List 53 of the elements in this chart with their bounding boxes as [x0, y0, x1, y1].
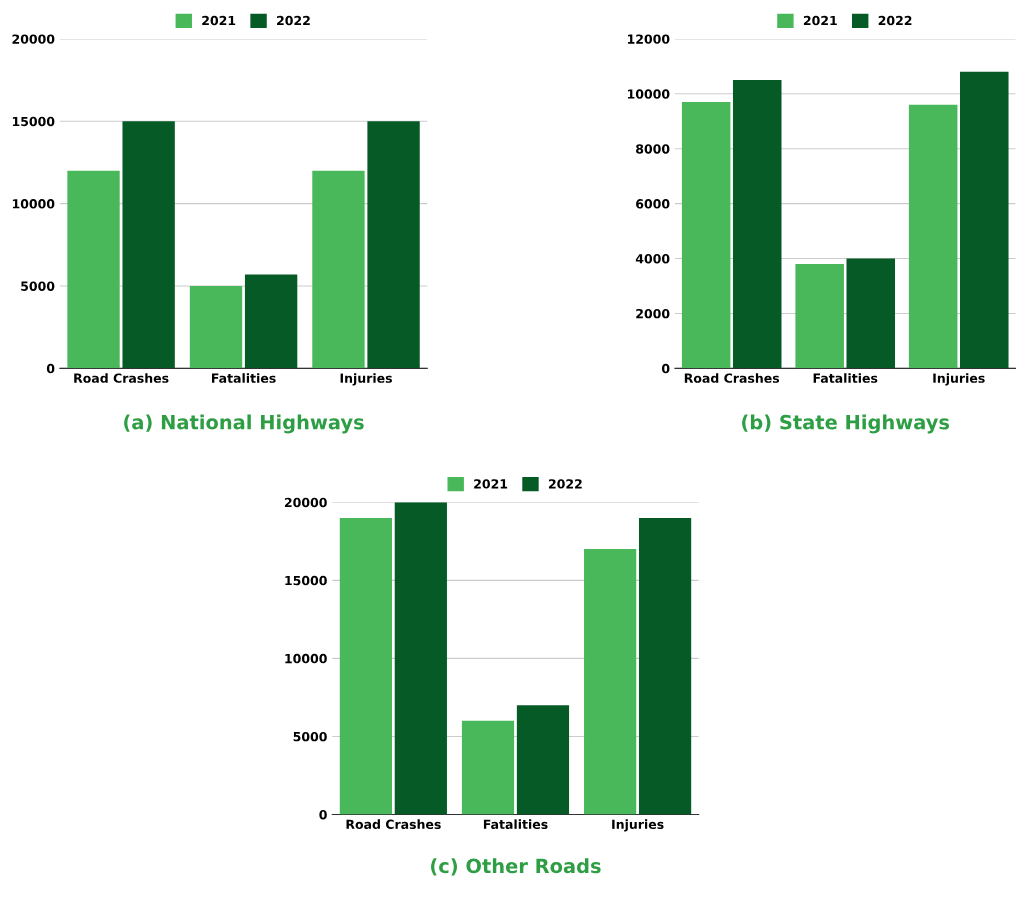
- x-tick-label: Fatalities: [483, 819, 548, 830]
- y-tick-label: 0: [661, 363, 670, 374]
- y-tick-label: 10000: [627, 89, 670, 99]
- legend-label: 2021: [803, 15, 837, 26]
- bar: [795, 264, 844, 369]
- bar: [681, 102, 731, 369]
- bar: [516, 705, 570, 815]
- y-tick-label: 15000: [285, 575, 327, 586]
- x-tick-label: Road Crashes: [74, 373, 169, 383]
- y-tick-label: 4000: [635, 254, 670, 264]
- bar: [908, 104, 958, 369]
- bar: [367, 121, 420, 369]
- bar: [846, 258, 896, 369]
- text: (a) National Highways: [124, 414, 364, 434]
- x-tick-label: Injuries: [933, 373, 985, 386]
- bar: [67, 170, 120, 369]
- bar: [312, 170, 365, 369]
- y-tick-label: 0: [319, 809, 327, 820]
- y-tick-label: 12000: [627, 34, 670, 44]
- x-tick-label: Fatalities: [813, 373, 878, 383]
- y-tick-label: 15000: [12, 116, 55, 127]
- y-tick-label: 0: [46, 363, 55, 374]
- y-tick-label: 5000: [293, 731, 327, 742]
- y-tick-label: 5000: [21, 281, 55, 291]
- bar: [638, 517, 692, 815]
- y-tick-label: 6000: [636, 199, 670, 209]
- bar: [189, 285, 243, 369]
- text: (b) State Highways: [742, 414, 950, 434]
- x-tick-label: Road Crashes: [346, 819, 441, 830]
- y-tick-label: 2000: [636, 308, 670, 319]
- legend-label: 2021: [202, 15, 236, 26]
- bar: [122, 121, 175, 369]
- y-tick-label: 20000: [284, 497, 327, 508]
- legend-label: 2021: [474, 479, 508, 489]
- x-tick-label: Injuries: [340, 373, 392, 386]
- x-tick-label: Road Crashes: [684, 373, 780, 383]
- legend-label: 2022: [548, 479, 582, 489]
- y-tick-label: 8000: [636, 144, 670, 154]
- x-tick-label: Fatalities: [212, 373, 276, 383]
- legend-label: 2022: [277, 15, 310, 26]
- bar: [584, 549, 637, 815]
- bar: [394, 502, 447, 815]
- bar: [339, 517, 392, 815]
- text: (c) Other Roads: [431, 858, 601, 876]
- bar: [960, 71, 1009, 369]
- y-tick-label: 20000: [12, 34, 55, 44]
- y-tick-label: 10000: [12, 199, 55, 209]
- bar: [461, 720, 515, 815]
- legend-label: 2022: [878, 15, 912, 26]
- y-tick-label: 10000: [285, 653, 327, 664]
- x-tick-label: Injuries: [612, 819, 664, 832]
- bar: [732, 80, 782, 369]
- bar: [244, 274, 298, 369]
